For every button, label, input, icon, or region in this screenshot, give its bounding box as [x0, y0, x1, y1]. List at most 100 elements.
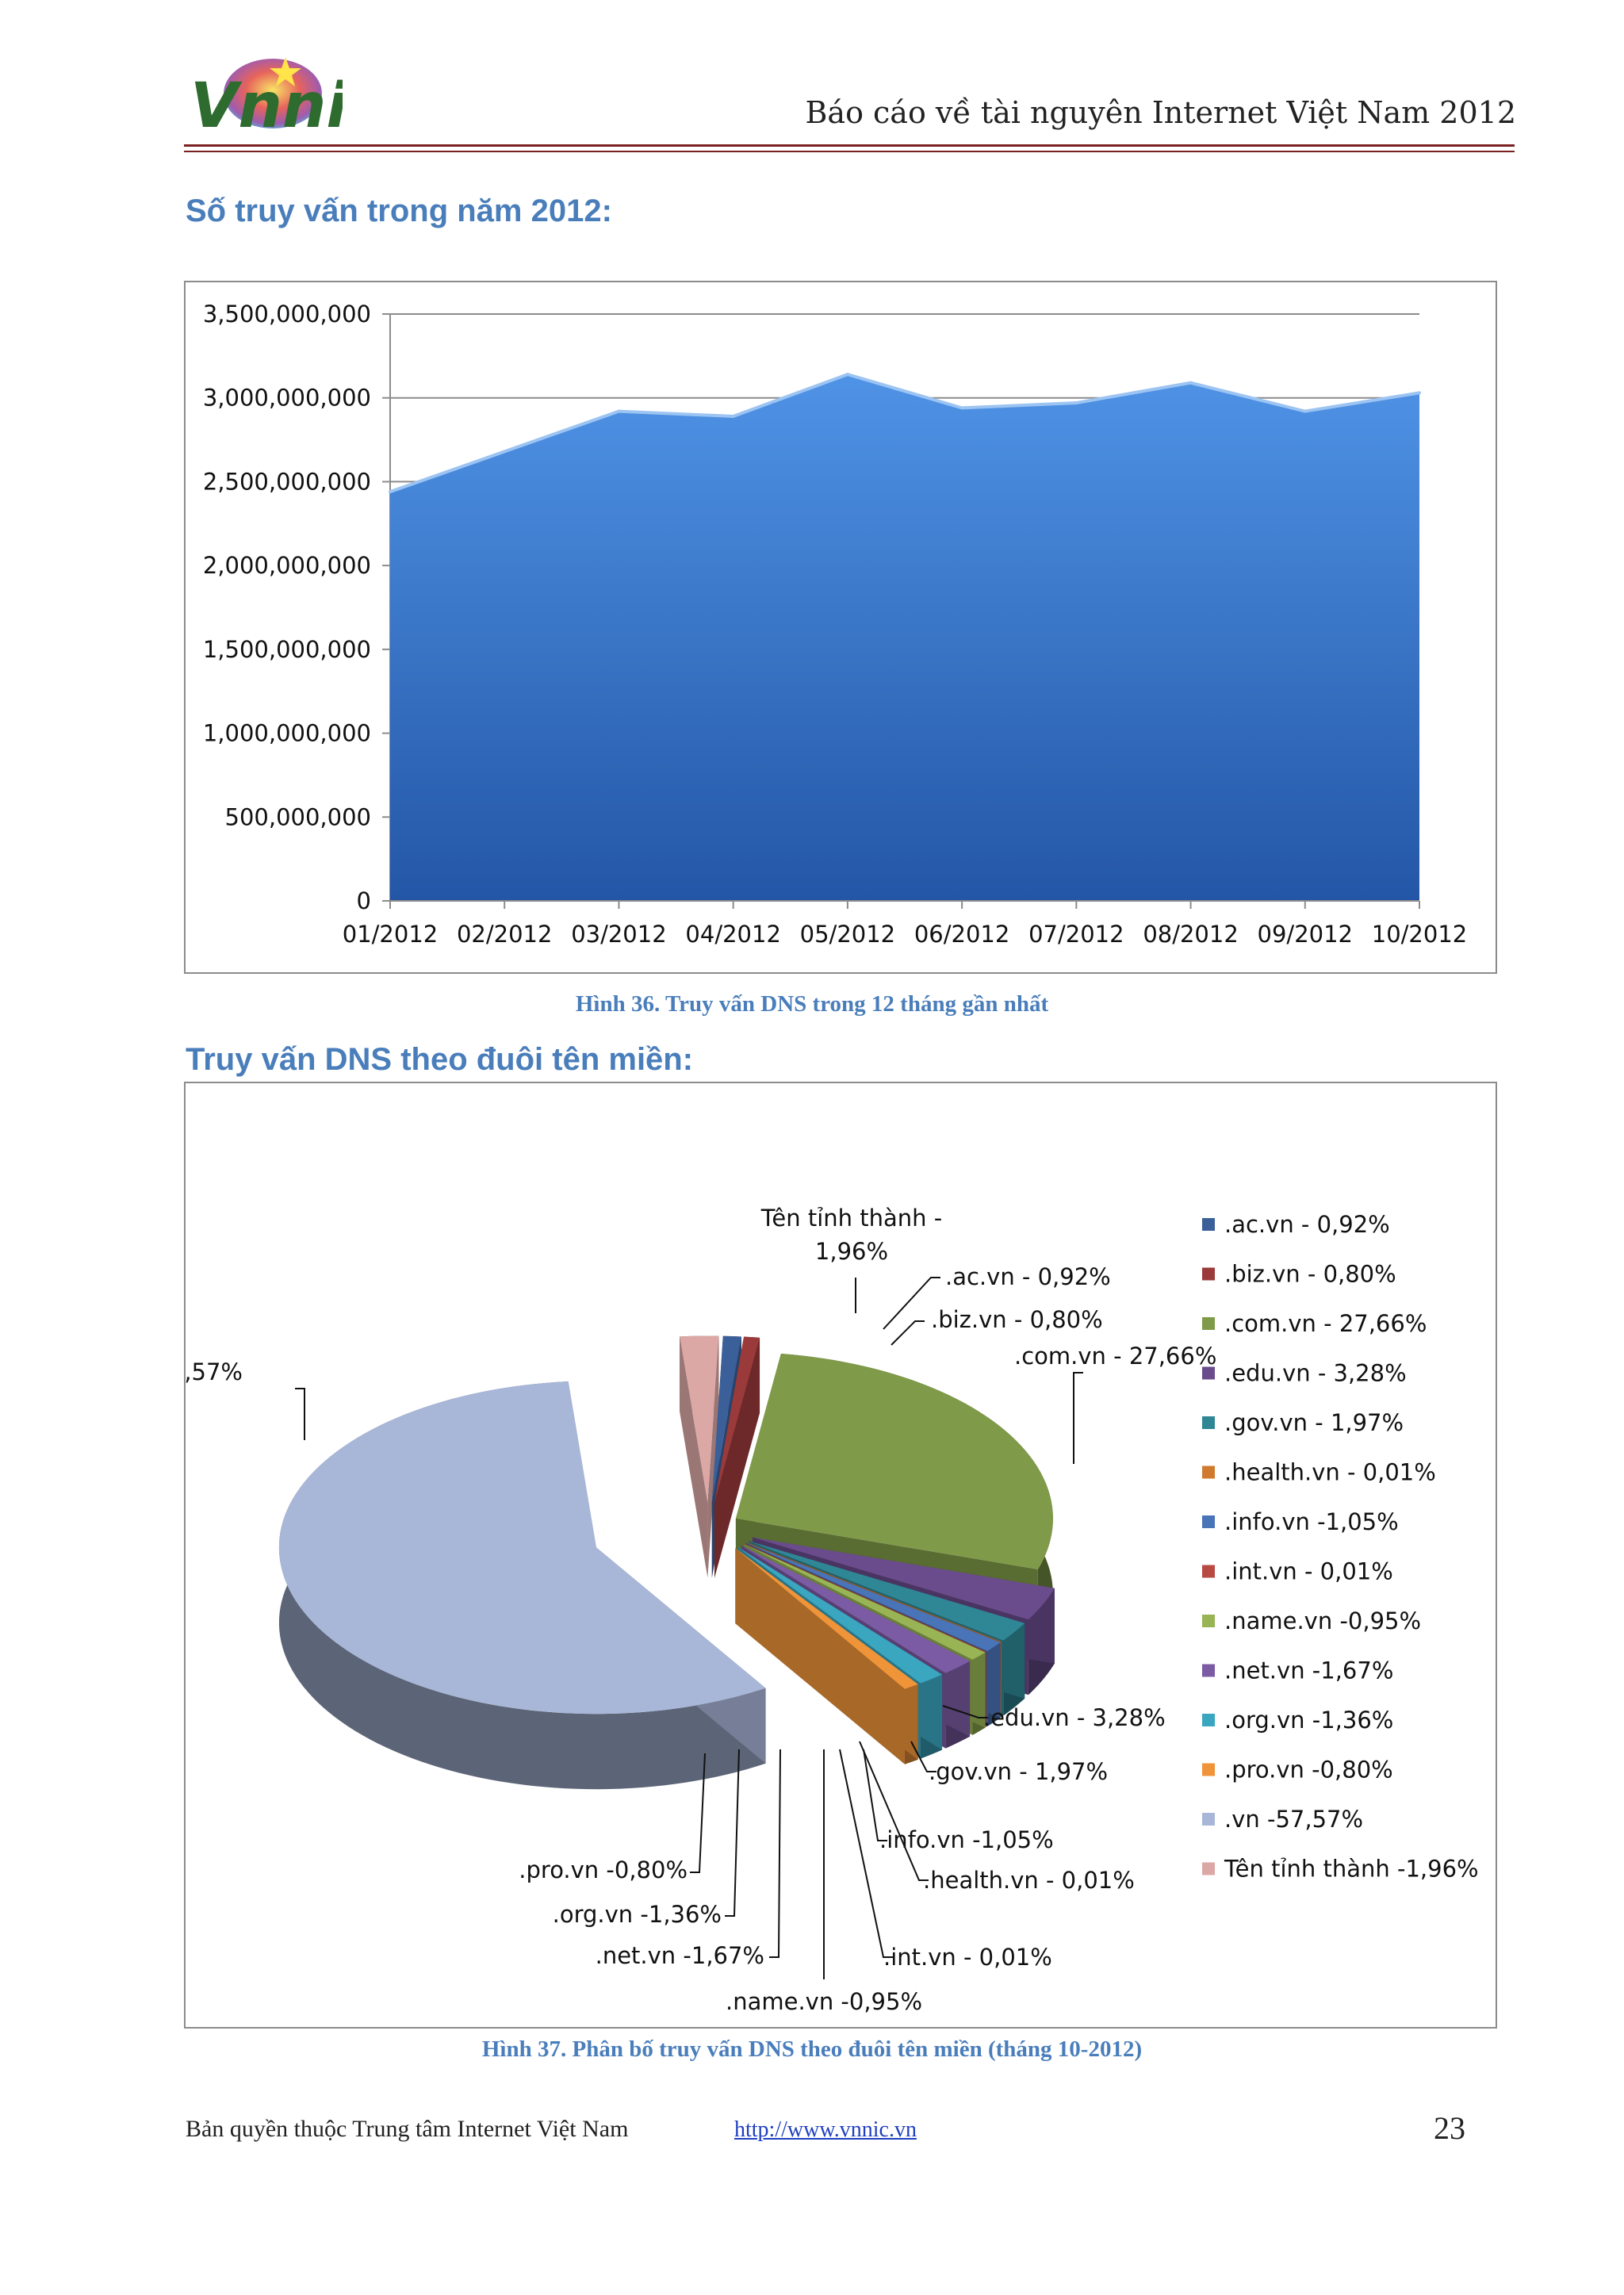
- legend-swatch: [1202, 1515, 1215, 1528]
- y-tick-label: 0: [357, 887, 371, 914]
- pie-data-label: .info.vn -1,05%: [879, 1826, 1054, 1853]
- y-tick-label: 1,500,000,000: [203, 636, 371, 663]
- y-tick-label: 3,500,000,000: [203, 301, 371, 328]
- legend-swatch: [1202, 1466, 1215, 1479]
- pie-slice: [735, 1548, 918, 1764]
- logo-text: Vnnic: [190, 71, 343, 142]
- figure-caption-36: Hình 36. Truy vấn DNS trong 12 tháng gần…: [575, 991, 1049, 1017]
- pie-slice-top: [741, 1546, 971, 1673]
- legend-swatch: [1202, 1862, 1215, 1875]
- x-tick-label: 10/2012: [1372, 921, 1467, 948]
- pie-leader-line: [859, 1741, 929, 1881]
- pie-leader-line: [863, 1749, 887, 1841]
- footer-copyright: Bản quyền thuộc Trung tâm Internet Việt …: [186, 2116, 629, 2142]
- legend-entry: .health.vn - 0,01%: [1224, 1459, 1436, 1486]
- pie-leader-line: [295, 1388, 305, 1440]
- pie-data-label: .ac.vn - 0,92%: [945, 1263, 1111, 1290]
- pie-leader-line: [1073, 1372, 1083, 1464]
- area-chart-frame: 0 500,000,000 1,000,000,000 1,500,000,000 2,…: [184, 281, 1497, 974]
- x-tick-label: 06/2012: [914, 921, 1009, 948]
- pie-data-label: .pro.vn -0,80%: [519, 1856, 688, 1883]
- y-tick-label: 500,000,000: [225, 803, 372, 830]
- page-number: 23: [1434, 2110, 1465, 2146]
- pie-slice-top: [735, 1354, 1053, 1569]
- pie-slice-wall: [680, 1336, 708, 1578]
- x-tick-label: 05/2012: [800, 921, 895, 948]
- legend-entry: .biz.vn - 0,80%: [1224, 1261, 1396, 1288]
- area-point: [1418, 391, 1421, 395]
- legend-swatch: [1202, 1416, 1215, 1429]
- pie-slice-top: [711, 1335, 741, 1503]
- pie-slice-top: [745, 1543, 986, 1652]
- area-point: [1303, 409, 1307, 413]
- pie-slice-top: [737, 1546, 943, 1684]
- pie-leader-line: [883, 1277, 940, 1330]
- legend-swatch: [1202, 1366, 1215, 1380]
- pie-leader-line: [725, 1749, 740, 1917]
- legend-entry: .ac.vn - 0,92%: [1224, 1211, 1390, 1238]
- pie-slice: [680, 1335, 719, 1578]
- x-tick-label: 03/2012: [571, 921, 666, 948]
- pie-chart: .ac.vn - 0,92% .biz.vn - 0,80% .com.vn - 2…: [186, 1205, 1479, 2015]
- pie-slice-top: [747, 1542, 1002, 1642]
- pie-data-label: Tên tỉnh thành -: [760, 1205, 942, 1232]
- pie-slice-top: [278, 1381, 766, 1715]
- x-tick-label: 04/2012: [685, 921, 780, 948]
- pie-data-label: .health.vn - 0,01%: [923, 1867, 1135, 1894]
- pie-slice-top: [735, 1548, 918, 1689]
- area-point: [731, 414, 735, 418]
- pie-data-label: 1,96%: [815, 1238, 888, 1265]
- area-point: [503, 450, 507, 454]
- legend-entry: .gov.vn - 1,97%: [1224, 1409, 1404, 1436]
- legend-swatch: [1202, 1218, 1215, 1231]
- legend-swatch: [1202, 1615, 1215, 1627]
- vnnic-logo: Vnnic: [190, 57, 343, 142]
- legend-swatch: [1202, 1565, 1215, 1578]
- x-tick-label: 01/2012: [343, 921, 438, 948]
- y-tick-label: 2,500,000,000: [203, 468, 371, 495]
- report-title: Báo cáo về tài nguyên Internet Việt Nam …: [805, 95, 1516, 130]
- pie-data-label: .edu.vn - 3,28%: [983, 1704, 1166, 1731]
- pie-data-label: .net.vn -1,67%: [596, 1942, 764, 1969]
- pie-slice-top: [744, 1544, 986, 1660]
- section-heading-queries: Số truy vấn trong năm 2012:: [186, 193, 612, 228]
- legend-entry: .com.vn - 27,66%: [1224, 1310, 1427, 1337]
- area-point: [845, 373, 849, 377]
- legend-swatch: [1202, 1714, 1215, 1726]
- x-tick-label: 02/2012: [457, 921, 552, 948]
- legend-swatch: [1202, 1813, 1215, 1826]
- pie-slice: [278, 1381, 766, 1790]
- area-series: [390, 374, 1419, 902]
- pie-slice-top: [752, 1537, 1055, 1620]
- legend-entry: .edu.vn - 3,28%: [1224, 1360, 1407, 1387]
- y-tick-label: 3,000,000,000: [203, 385, 371, 412]
- pie-slice: [714, 1336, 760, 1578]
- pie-leader-line: [891, 1320, 925, 1346]
- legend-swatch: [1202, 1664, 1215, 1677]
- pie-slice-top: [680, 1335, 719, 1503]
- pie-leader-line: [839, 1749, 893, 1958]
- legend-entry: .pro.vn -0,80%: [1224, 1757, 1393, 1784]
- pie-data-label: .int.vn - 0,01%: [883, 1944, 1052, 1971]
- pie-slice-top: [714, 1336, 760, 1503]
- y-tick-label: 1,000,000,000: [203, 720, 371, 747]
- pie-slice-top: [749, 1541, 1025, 1641]
- y-tick-label: 2,000,000,000: [203, 552, 371, 579]
- legend-entry: .int.vn - 0,01%: [1224, 1558, 1393, 1585]
- area-point: [1189, 381, 1193, 385]
- area-chart: 0 500,000,000 1,000,000,000 1,500,000,000 2,…: [203, 301, 1467, 948]
- footer-link[interactable]: http://www.vnnic.vn: [734, 2117, 917, 2142]
- area-point: [389, 490, 392, 494]
- header-rule: [184, 144, 1515, 147]
- pie-slice-wall: [707, 1335, 719, 1578]
- section-heading-domains: Truy vấn DNS theo đuôi tên miền:: [186, 1042, 694, 1077]
- legend-entry: .net.vn -1,67%: [1224, 1657, 1393, 1684]
- pie-chart-frame: .ac.vn - 0,92% .biz.vn - 0,80% .com.vn - 2…: [184, 1082, 1497, 2029]
- pie-data-label: .com.vn - 27,66%: [1014, 1343, 1216, 1370]
- pie-slice-wall: [735, 1548, 905, 1764]
- legend-entry: Tên tỉnh thành -1,96%: [1224, 1856, 1479, 1883]
- legend-swatch: [1202, 1317, 1215, 1330]
- pie-data-label: .biz.vn - 0,80%: [931, 1306, 1103, 1333]
- pie-leader-line: [942, 1705, 988, 1718]
- area-point: [1074, 401, 1078, 405]
